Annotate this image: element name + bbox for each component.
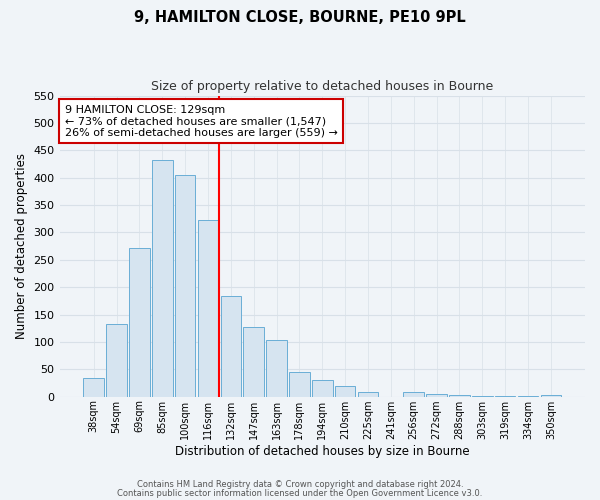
Bar — [83, 378, 104, 396]
Bar — [335, 386, 355, 396]
Bar — [403, 392, 424, 396]
Title: Size of property relative to detached houses in Bourne: Size of property relative to detached ho… — [151, 80, 493, 93]
Text: 9, HAMILTON CLOSE, BOURNE, PE10 9PL: 9, HAMILTON CLOSE, BOURNE, PE10 9PL — [134, 10, 466, 25]
Bar — [244, 326, 264, 396]
Y-axis label: Number of detached properties: Number of detached properties — [15, 153, 28, 339]
Bar — [312, 380, 332, 396]
Bar — [541, 395, 561, 396]
Bar — [152, 160, 173, 396]
Bar — [106, 324, 127, 396]
Bar — [289, 372, 310, 396]
Text: 9 HAMILTON CLOSE: 129sqm
← 73% of detached houses are smaller (1,547)
26% of sem: 9 HAMILTON CLOSE: 129sqm ← 73% of detach… — [65, 104, 338, 138]
Text: Contains public sector information licensed under the Open Government Licence v3: Contains public sector information licen… — [118, 488, 482, 498]
Bar — [426, 394, 447, 396]
Bar — [221, 296, 241, 396]
Bar — [175, 175, 196, 396]
Bar — [198, 220, 218, 396]
Bar — [358, 392, 378, 396]
X-axis label: Distribution of detached houses by size in Bourne: Distribution of detached houses by size … — [175, 444, 470, 458]
Bar — [449, 395, 470, 396]
Bar — [266, 340, 287, 396]
Bar — [129, 248, 150, 396]
Text: Contains HM Land Registry data © Crown copyright and database right 2024.: Contains HM Land Registry data © Crown c… — [137, 480, 463, 489]
